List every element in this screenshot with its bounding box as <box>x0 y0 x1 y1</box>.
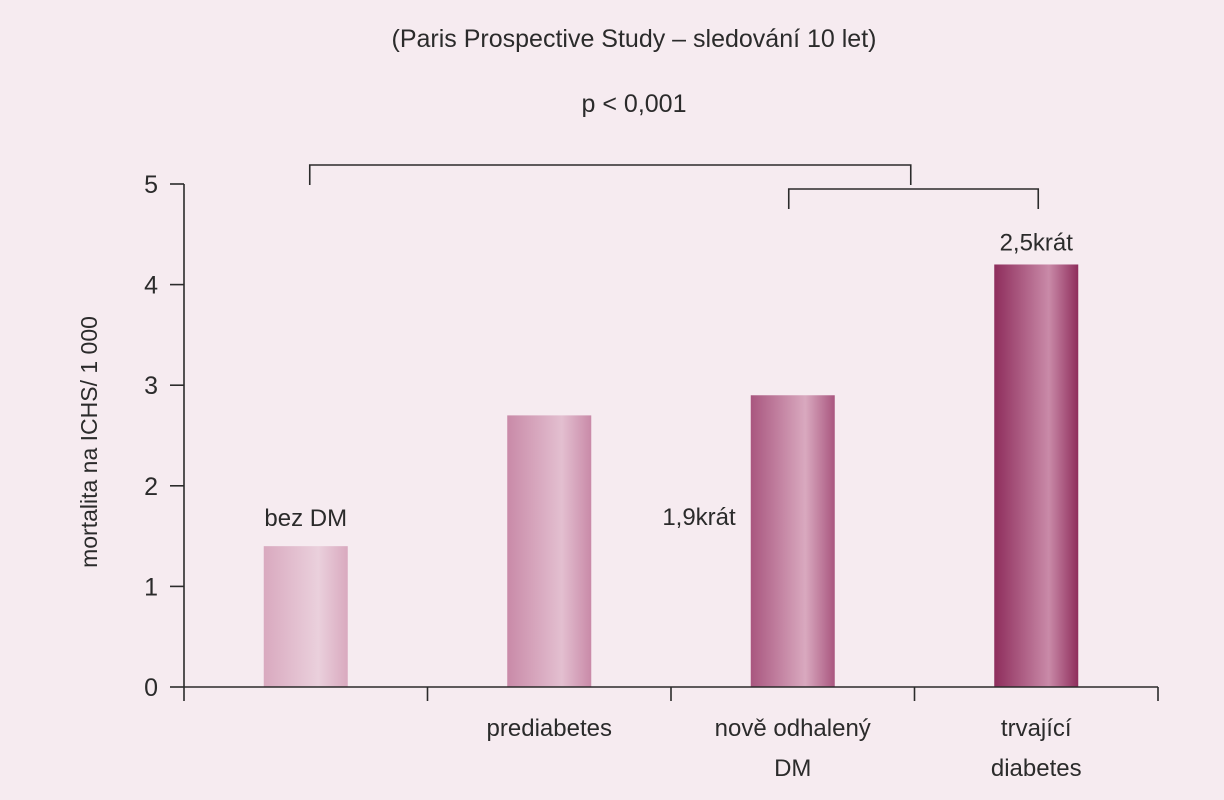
category-label-3-line-1: diabetes <box>991 755 1082 782</box>
annotation-1: 2,5krát <box>1000 229 1074 256</box>
category-labels: bez DM prediabetes nově odhalený DM trvající… <box>264 505 1081 782</box>
comparison-bracket-0 <box>308 164 912 185</box>
y-tick-label-1: 1 <box>144 573 158 601</box>
y-axis-label: mortalita na ICHS/ 1 000 <box>76 316 102 568</box>
category-label-1-line-0: prediabetes <box>487 715 612 742</box>
y-tick-label-3: 3 <box>144 372 158 400</box>
category-label-2-line-1: DM <box>774 755 811 782</box>
y-tick-label-5: 5 <box>144 171 158 199</box>
axes: 0 1 2 3 4 5 <box>144 171 1159 702</box>
bar-2 <box>750 395 835 687</box>
chart-subtitle: (Paris Prospective Study – sledování 10 … <box>392 25 877 53</box>
bar-series <box>263 264 1079 687</box>
y-tick-label-0: 0 <box>144 674 158 702</box>
y-tick-label-2: 2 <box>144 473 158 501</box>
annotation-0: 1,9krát <box>662 504 736 531</box>
category-label-0: bez DM <box>264 505 347 532</box>
category-label-3-line-0: trvající <box>1001 715 1072 742</box>
significance-label: p < 0,001 <box>582 90 687 118</box>
comparison-bracket-1 <box>787 188 1040 209</box>
bar-0 <box>263 546 348 687</box>
y-tick-label-4: 4 <box>144 272 158 300</box>
annotations: 1,9krát 2,5krát <box>662 229 1073 531</box>
comparison-brackets <box>308 164 1040 209</box>
category-label-2-line-0: nově odhalený <box>715 715 871 742</box>
bar-1 <box>507 415 592 687</box>
bar-3 <box>994 264 1079 687</box>
